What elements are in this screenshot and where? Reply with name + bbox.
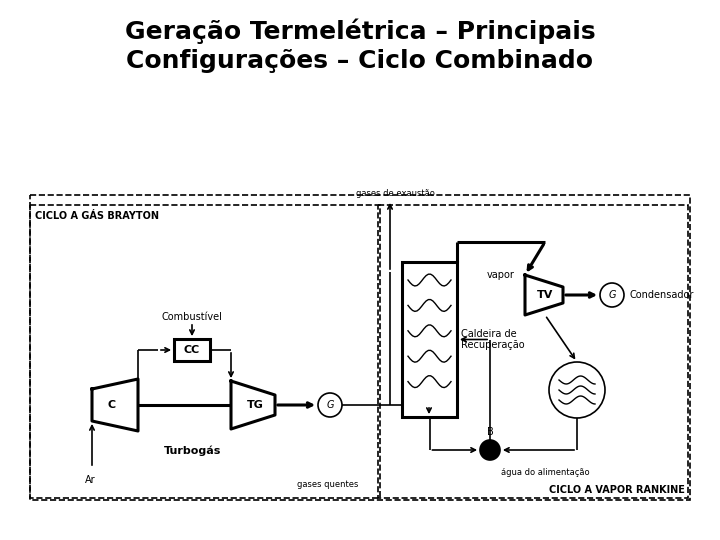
Circle shape bbox=[318, 393, 342, 417]
Polygon shape bbox=[525, 275, 563, 315]
Polygon shape bbox=[231, 381, 275, 429]
Text: CICLO A GÁS BRAYTON: CICLO A GÁS BRAYTON bbox=[35, 211, 159, 221]
Text: Condensador: Condensador bbox=[629, 290, 693, 300]
Circle shape bbox=[480, 440, 500, 460]
Text: vapor: vapor bbox=[487, 270, 515, 280]
Text: G: G bbox=[326, 400, 334, 410]
Text: C: C bbox=[108, 400, 116, 410]
Bar bbox=[402, 262, 457, 417]
Text: Geração Termelétrica – Principais
Configurações – Ciclo Combinado: Geração Termelétrica – Principais Config… bbox=[125, 18, 595, 73]
Text: gases de exaustão: gases de exaustão bbox=[356, 189, 434, 198]
Text: Turbogás: Turbogás bbox=[164, 445, 221, 456]
Circle shape bbox=[600, 283, 624, 307]
Text: Combustível: Combustível bbox=[161, 312, 222, 322]
Text: gases quentes: gases quentes bbox=[297, 480, 358, 489]
Bar bbox=[378, 205, 688, 498]
Text: Caldeira de
Recuperação: Caldeira de Recuperação bbox=[461, 329, 525, 350]
Bar bbox=[30, 205, 380, 498]
Text: CICLO A VAPOR RANKINE: CICLO A VAPOR RANKINE bbox=[549, 485, 685, 495]
Polygon shape bbox=[92, 379, 138, 431]
Bar bbox=[30, 195, 690, 500]
Circle shape bbox=[549, 362, 605, 418]
Text: Ar: Ar bbox=[85, 475, 96, 485]
Text: CC: CC bbox=[184, 345, 200, 355]
Text: TG: TG bbox=[246, 400, 264, 410]
Text: G: G bbox=[608, 290, 616, 300]
Text: água do alimentação: água do alimentação bbox=[500, 468, 589, 477]
Text: TV: TV bbox=[537, 290, 553, 300]
Bar bbox=[174, 339, 210, 361]
Text: B: B bbox=[487, 427, 493, 437]
